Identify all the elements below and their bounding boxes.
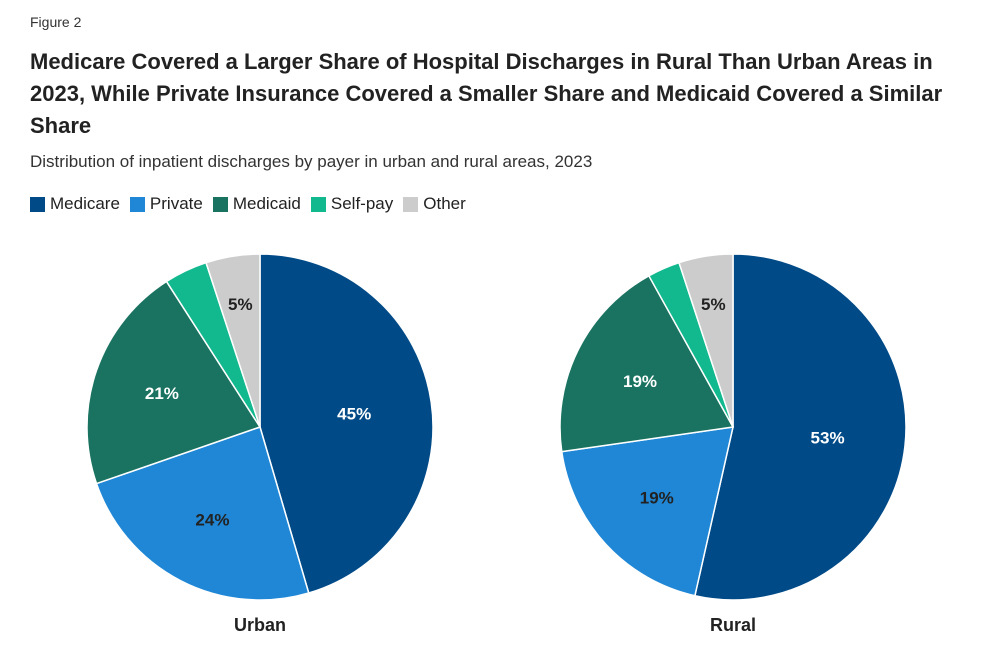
- pie-urban: 45% 24% 21% 5% Urban: [86, 253, 434, 635]
- pie-rural-slice-medicaid: [559, 274, 735, 453]
- pie-urban-label-private: 24%: [195, 510, 229, 529]
- pie-rural-label-private: 19%: [640, 488, 674, 507]
- legend-label-medicare: Medicare: [50, 194, 120, 213]
- pie-urban-slice-medicaid: [86, 280, 262, 485]
- legend-label-self-pay: Self-pay: [330, 194, 394, 213]
- pie-rural-slice-medicare: [693, 253, 907, 601]
- pie-rural: 53% 19% 19% 5% Rural: [559, 253, 907, 635]
- pie-urban-label-medicare: 45%: [337, 404, 371, 423]
- pie-rural-label-medicaid: 19%: [623, 372, 657, 391]
- legend-swatch-private: [129, 196, 145, 212]
- legend-item-medicare: Medicare: [30, 194, 120, 214]
- figure-label: Figure 2: [30, 14, 82, 30]
- pie-rural-label-other: 5%: [701, 295, 726, 314]
- pie-rural-title: Rural: [710, 615, 756, 635]
- pie-rural-slice-other: [678, 253, 734, 428]
- legend: Medicare Private Medicaid Self-pay Other: [30, 194, 466, 214]
- pie-rural-slice-private: [560, 426, 734, 597]
- pie-rural-label-medicare: 53%: [811, 429, 845, 448]
- legend-label-medicaid: Medicaid: [232, 194, 301, 213]
- legend-label-private: Private: [149, 194, 203, 213]
- pie-urban-slice-private: [95, 426, 310, 601]
- pie-urban-slice-other: [205, 253, 261, 428]
- legend-swatch-self-pay: [310, 196, 326, 212]
- pie-urban-label-medicaid: 21%: [145, 384, 179, 403]
- legend-label-other: Other: [423, 194, 466, 213]
- chart-title: Medicare Covered a Larger Share of Hospi…: [30, 49, 943, 138]
- legend-item-self-pay: Self-pay: [310, 194, 394, 214]
- chart-subtitle: Distribution of inpatient discharges by …: [30, 152, 593, 171]
- legend-item-other: Other: [403, 194, 466, 214]
- legend-swatch-other: [403, 196, 419, 212]
- legend-swatch-medicare: [30, 196, 45, 212]
- pie-urban-label-other: 5%: [228, 295, 253, 314]
- pie-urban-slice-medicare: [259, 253, 434, 594]
- legend-item-private: Private: [129, 194, 203, 214]
- pie-urban-title: Urban: [234, 615, 286, 635]
- legend-item-medicaid: Medicaid: [212, 194, 301, 214]
- legend-swatch-medicaid: [212, 196, 228, 212]
